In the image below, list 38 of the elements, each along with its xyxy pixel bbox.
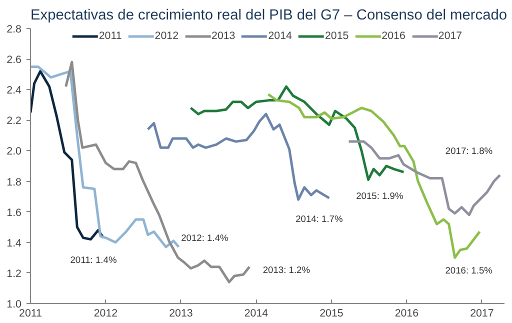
legend-label: 2016 — [382, 30, 406, 42]
line-series — [30, 70, 105, 241]
x-tick-label: 2016 — [394, 308, 419, 320]
y-tick-label: 1.8 — [6, 176, 22, 188]
annotation: 2013: 1.2% — [262, 264, 310, 275]
line-series — [348, 140, 502, 216]
y-tick-label: 2.4 — [6, 84, 22, 97]
y-tick-label: 1.2 — [6, 268, 22, 280]
y-tick-label: 1.0 — [6, 298, 22, 310]
y-tick-label: 1.6 — [6, 206, 22, 219]
chart-title: Expectativas de crecimiento real del PIB del G7 – Consenso del mercado — [30, 8, 508, 24]
line-series — [64, 60, 251, 284]
legend-label: 2017 — [438, 30, 462, 42]
y-tick-label: 2.2 — [6, 115, 22, 128]
legend-label: 2011 — [98, 30, 122, 42]
legend-label: 2014 — [268, 30, 292, 42]
y-tick-label: 2.0 — [6, 146, 22, 158]
x-tick-label: 2014 — [244, 308, 268, 320]
annotation: 2015: 1.9% — [356, 191, 404, 202]
y-tick-label: 2.8 — [6, 24, 22, 36]
y-tick-label: 1.4 — [6, 237, 22, 250]
x-tick-label: 2017 — [470, 308, 494, 320]
line-series — [146, 112, 330, 201]
annotation: 2016: 1.5% — [445, 266, 492, 276]
x-tick-label: 2012 — [94, 308, 118, 320]
annotation: 2014: 1.7% — [296, 214, 343, 224]
legend-label: 2015 — [324, 30, 349, 42]
legend-label: 2012 — [154, 30, 179, 42]
legend-label: 2013 — [212, 30, 236, 42]
annotation: 2017: 1.8% — [445, 146, 493, 156]
line-series — [190, 85, 405, 181]
y-tick-label: 2.6 — [6, 54, 22, 66]
annotation: 2012: 1.4% — [181, 232, 228, 243]
line-series — [30, 65, 180, 248]
x-tick-label: 2013 — [169, 308, 193, 320]
x-tick-label: 2015 — [320, 308, 344, 320]
x-tick-label: 2011 — [19, 308, 42, 320]
annotation: 2011: 1.4% — [70, 254, 117, 265]
